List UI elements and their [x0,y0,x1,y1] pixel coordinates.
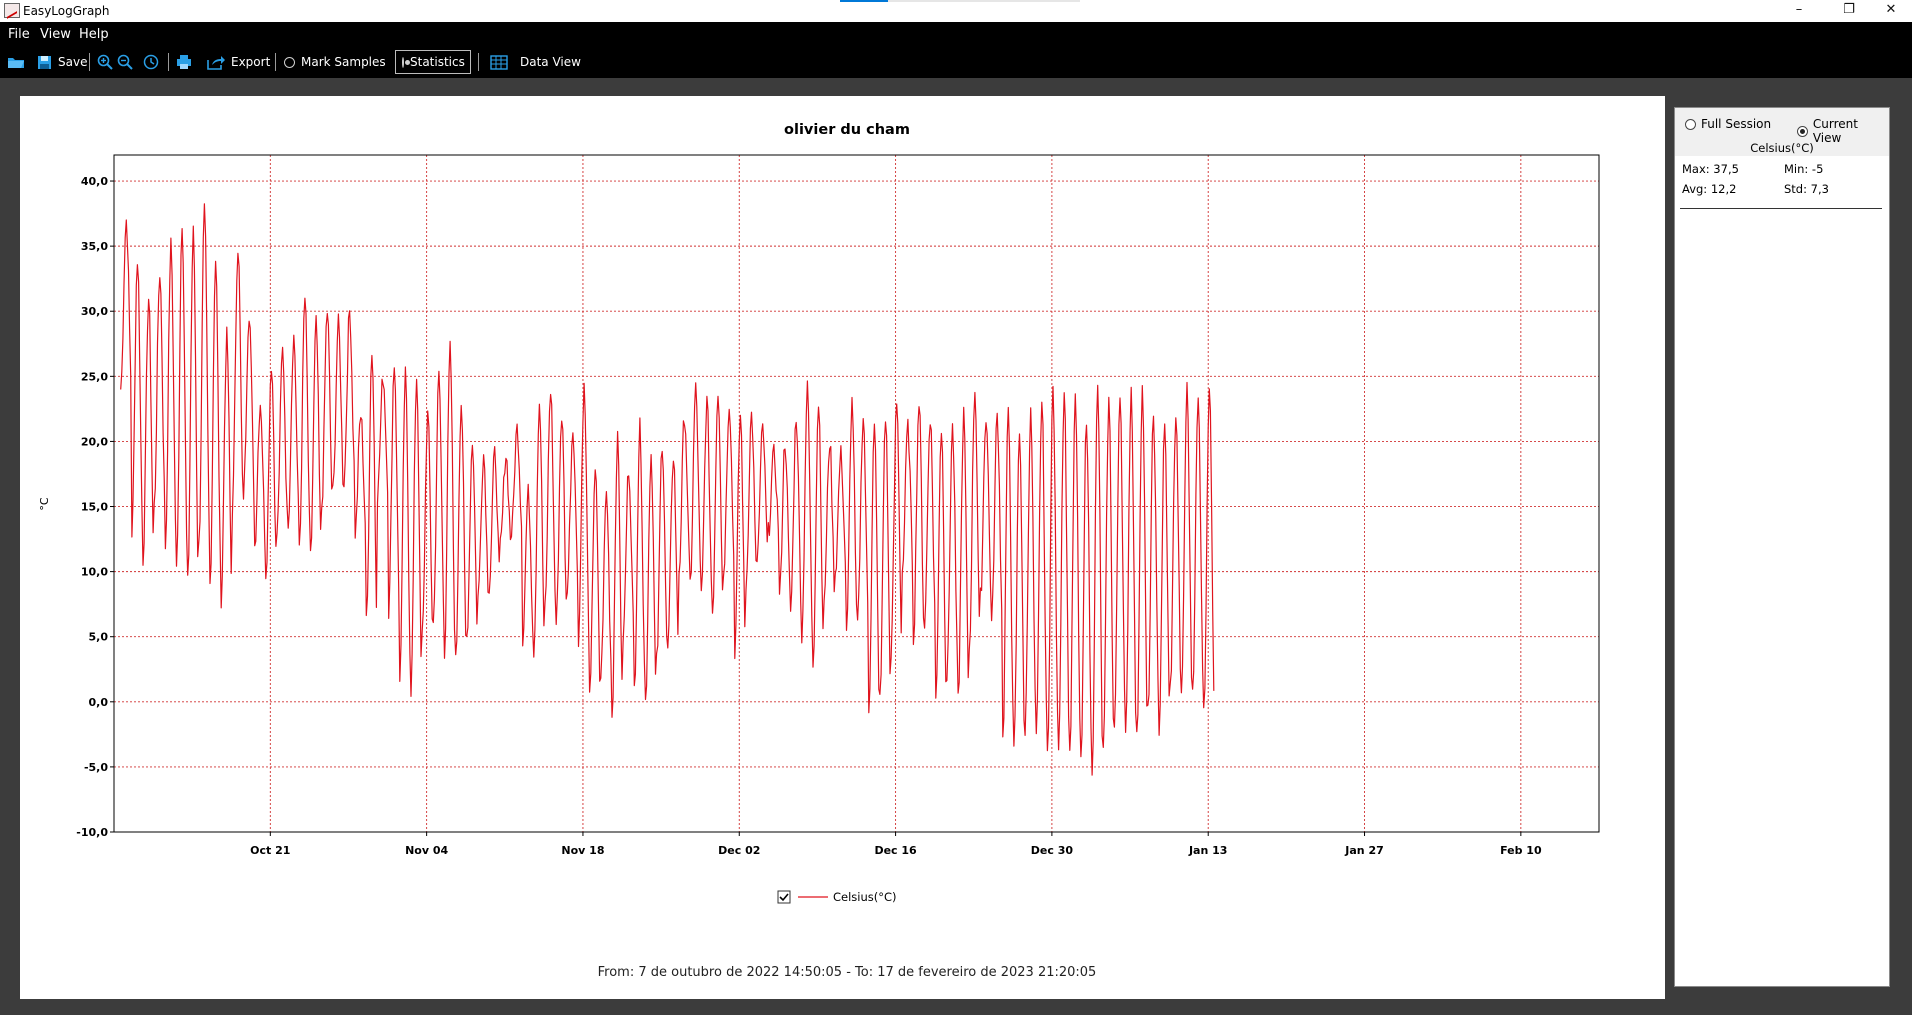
mark-samples-label: Mark Samples [301,55,386,69]
current-view-label: Current View [1812,117,1858,145]
toolbar-separator [89,53,90,71]
export-label: Export [231,55,271,69]
toolbar-separator [275,53,276,71]
print-icon [177,55,191,69]
zoom-in-icon [97,54,113,70]
x-tick-label: Dec 30 [1031,844,1074,857]
legend-checkbox[interactable] [777,890,791,904]
minimize-button[interactable]: – [1795,2,1803,17]
stat-std: Std: 7,3 [1784,182,1829,196]
stat-min: Min: -5 [1784,162,1824,176]
radio-checked-icon [402,56,410,68]
open-button[interactable] [7,50,25,74]
x-tick-label: Nov 04 [405,844,448,857]
zoom-out-icon [117,54,133,70]
data-view-label: Data View [520,55,581,69]
save-icon [38,55,51,69]
grid [114,155,1599,832]
chart-title: olivier du cham [784,122,910,138]
series-line-celsius [120,203,1215,776]
print-button[interactable] [176,50,192,74]
graph-panel: olivier du cham 40,0 35,0 30,0 25,0 20,0 15,0… [20,96,1665,999]
window-title: EasyLogGraph [23,4,110,18]
menu-bar: File View Help [0,22,1912,46]
y-tick-label: 25,0 [81,370,108,383]
app-logo-icon [4,3,20,18]
save-button[interactable]: Save [37,50,87,74]
statistics-label: Statistics [410,55,465,69]
y-tick-label: 20,0 [81,435,108,448]
y-tick-label: 40,0 [81,175,108,188]
table-icon [490,54,508,70]
export-icon [207,55,225,70]
current-view-radio[interactable]: Current View [1797,117,1889,145]
x-tick-label: Dec 02 [718,844,760,857]
toolbar-separator [168,53,169,71]
toolbar: Save Export Mark Samples Statistics Data… [0,46,1912,78]
y-tick-label: 10,0 [81,566,108,579]
y-tick-label: 0,0 [89,696,109,709]
clock-icon [143,54,159,70]
chart[interactable]: olivier du cham 40,0 35,0 30,0 25,0 20,0 15,0… [20,96,1665,999]
y-axis: 40,0 35,0 30,0 25,0 20,0 15,0 10,0 5,0 0,0 -5,0 -1… [76,175,114,839]
close-button[interactable]: ✕ [1885,2,1897,17]
y-tick-label: -10,0 [76,826,108,839]
x-tick-label: Oct 21 [250,844,290,857]
y-tick-label: -5,0 [84,761,108,774]
zoom-out-button[interactable] [117,50,133,74]
full-session-radio[interactable]: Full Session [1685,117,1771,131]
legend: Celsius(°C) [777,890,897,904]
x-tick-label: Feb 10 [1500,844,1542,857]
date-range-text: From: 7 de outubro de 2022 14:50:05 - To… [598,965,1097,980]
checkmark-icon [779,893,789,902]
legend-label: Celsius(°C) [833,890,897,904]
y-tick-label: 35,0 [81,240,108,253]
radio-icon [284,56,295,68]
plot-area [113,154,1600,833]
stats-channel-name: Celsius(°C) [1750,141,1814,155]
data-view-button[interactable]: Data View [490,50,581,74]
export-button[interactable]: Export [207,50,270,74]
toolbar-separator [478,53,479,71]
x-tick-label: Dec 16 [874,844,917,857]
stat-avg: Avg: 12,2 [1682,182,1737,196]
x-tick-label: Jan 13 [1188,844,1227,857]
zoom-in-button[interactable] [97,50,113,74]
maximize-button[interactable]: ❐ [1843,2,1855,17]
stats-divider [1680,208,1882,209]
open-folder-icon [8,58,24,68]
radio-checked-icon [1797,125,1808,137]
window-titlebar: EasyLogGraph – ❐ ✕ [0,0,1912,22]
x-tick-label: Nov 18 [561,844,604,857]
statistics-header: Full Session Current View Celsius(°C) [1675,108,1889,156]
statistics-panel: Full Session Current View Celsius(°C) Ma… [1674,107,1890,987]
menu-help[interactable]: Help [79,27,109,42]
y-axis-label: °C [38,497,51,511]
taskbar-strip [888,0,1080,2]
radio-icon [1685,118,1696,130]
y-tick-label: 30,0 [81,305,108,318]
x-axis: Oct 21 Nov 04 Nov 18 Dec 02 Dec 16 Dec 30 Jan … [250,832,1542,857]
x-tick-label: Jan 27 [1344,844,1383,857]
mark-samples-toggle[interactable]: Mark Samples [284,50,386,74]
y-tick-label: 5,0 [89,631,109,644]
full-session-label: Full Session [1701,117,1772,131]
history-button[interactable] [143,50,159,74]
save-label: Save [58,55,88,69]
stat-max: Max: 37,5 [1682,162,1739,176]
taskbar-accent [840,0,888,2]
statistics-toggle[interactable]: Statistics [395,50,471,74]
menu-view[interactable]: View [40,27,71,42]
y-tick-label: 15,0 [81,501,108,514]
menu-file[interactable]: File [8,27,30,42]
